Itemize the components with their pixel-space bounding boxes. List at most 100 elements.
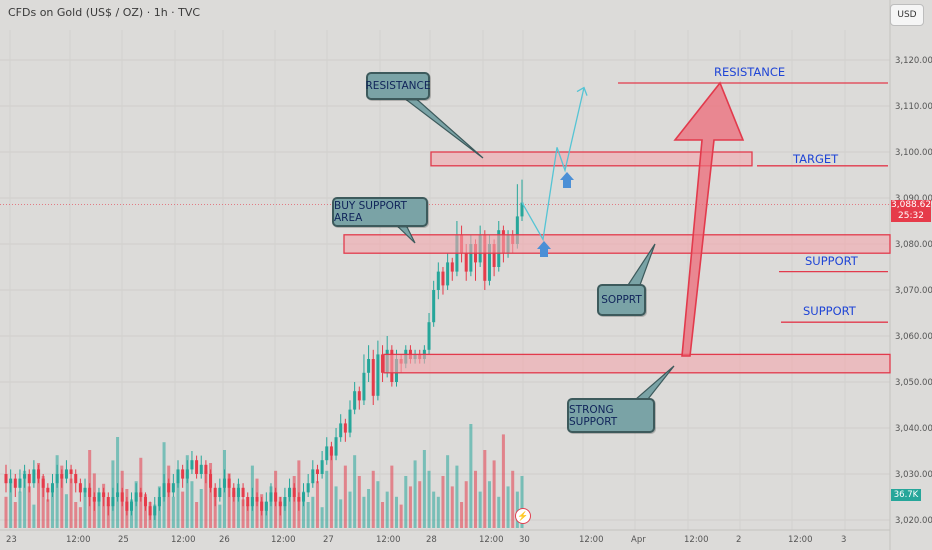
candle-body xyxy=(339,423,343,438)
candle-body xyxy=(343,423,347,433)
candle-body xyxy=(269,492,273,502)
volume-bar xyxy=(311,496,315,528)
volume-bar xyxy=(446,455,450,528)
support-callout[interactable]: SOPPRT xyxy=(597,284,646,316)
candle-body xyxy=(46,487,50,493)
volume-bar xyxy=(241,499,245,528)
volume-bar xyxy=(236,483,240,528)
resistance-callout[interactable]: RESISTANCE xyxy=(366,72,430,100)
support-label-1: SUPPORT xyxy=(805,254,858,268)
volume-bar xyxy=(181,491,185,528)
volume-bar xyxy=(520,476,524,528)
candle-body xyxy=(106,497,110,507)
candle-body xyxy=(157,497,161,507)
candle-body xyxy=(64,469,68,479)
volume-bar xyxy=(418,481,422,528)
volume-bar xyxy=(320,507,324,528)
candle-body xyxy=(446,262,450,286)
candle-body xyxy=(357,391,361,401)
volume-bar xyxy=(83,491,87,528)
candle-body xyxy=(520,202,524,217)
volume-bar xyxy=(441,476,445,528)
candle-body xyxy=(18,478,22,488)
candle-body xyxy=(185,469,189,479)
volume-bar xyxy=(204,470,208,528)
candle-body xyxy=(487,244,491,281)
candle-body xyxy=(264,501,268,511)
last-price-tag: 3,088.620 25:32 xyxy=(891,200,932,222)
volume-bar xyxy=(339,499,343,528)
candlestick-series xyxy=(4,179,524,520)
volume-bar xyxy=(399,504,403,528)
x-tick-label: 28 xyxy=(426,535,437,545)
candle-body xyxy=(204,464,208,474)
buy-support-zone xyxy=(343,234,891,254)
volume-bar xyxy=(218,504,222,528)
currency-button[interactable]: USD xyxy=(890,4,924,26)
buy-support-callout[interactable]: BUY SUPPORT AREA xyxy=(332,197,428,227)
candle-body xyxy=(464,253,468,272)
time-axis[interactable]: 23 12:00 25 12:00 26 12:00 27 12:00 28 12:00 30 12:… xyxy=(6,535,846,545)
candle-body xyxy=(143,497,147,507)
candle-body xyxy=(116,492,120,497)
x-tick-label: 12:00 xyxy=(479,535,504,545)
candle-body xyxy=(209,474,213,488)
x-tick-label: 12:00 xyxy=(66,535,91,545)
candle-body xyxy=(450,262,454,272)
price-axis[interactable]: 3,120.000 3,110.000 3,100.000 3,090.000 3,08… xyxy=(895,56,932,526)
volume-bar xyxy=(501,434,505,528)
volume-bar xyxy=(464,481,468,528)
x-tick-label: 25 xyxy=(118,535,129,545)
volume-bar xyxy=(483,450,487,528)
candle-body xyxy=(288,487,292,497)
volume-bar xyxy=(497,496,501,528)
candle-body xyxy=(111,497,115,507)
x-tick-label: 23 xyxy=(6,535,17,545)
candle-body xyxy=(427,322,431,350)
x-tick-label: 12:00 xyxy=(271,535,296,545)
volume-bar xyxy=(432,491,436,528)
volume-bar xyxy=(408,486,412,528)
volume-bar xyxy=(329,450,333,528)
volume-bar xyxy=(394,496,398,528)
candle-body xyxy=(362,372,366,401)
candle-body xyxy=(236,487,240,497)
x-tick-label: 30 xyxy=(519,535,530,545)
drawing-overlays xyxy=(343,81,891,400)
candle-body xyxy=(162,483,166,497)
y-tick-label: 3,090.000 xyxy=(895,194,932,204)
volume-bar xyxy=(4,496,8,528)
candle-body xyxy=(83,487,87,493)
volume-bar xyxy=(511,470,515,528)
y-tick-label: 3,020.000 xyxy=(895,516,932,526)
candle-body xyxy=(9,478,13,484)
volume-bar xyxy=(474,470,478,528)
candle-body xyxy=(102,492,106,497)
volume-bar xyxy=(18,491,22,528)
candle-body xyxy=(376,354,380,396)
candle-body xyxy=(283,497,287,507)
volume-bar xyxy=(455,465,459,528)
resistance-zone xyxy=(430,151,753,167)
volume-bar xyxy=(190,481,194,528)
volume-bar xyxy=(478,491,482,528)
candle-body xyxy=(241,487,245,497)
candle-body xyxy=(306,483,310,493)
volume-bar xyxy=(427,470,431,528)
candle-body xyxy=(41,478,45,488)
volume-bar xyxy=(13,502,17,528)
target-label: TARGET xyxy=(793,152,839,166)
y-tick-label: 3,080.000 xyxy=(895,240,932,250)
candle-body xyxy=(153,506,157,516)
candle-body xyxy=(148,506,152,516)
volume-bar xyxy=(460,502,464,528)
volume-bar xyxy=(413,460,417,528)
volume-bar xyxy=(302,491,306,528)
volume-bar xyxy=(50,489,54,528)
volume-bar xyxy=(306,502,310,528)
candle-body xyxy=(181,469,185,479)
volume-bar xyxy=(97,496,101,528)
lightning-icon[interactable]: ⚡ xyxy=(515,508,531,524)
strong-support-callout[interactable]: STRONG SUPPORT xyxy=(567,398,655,433)
